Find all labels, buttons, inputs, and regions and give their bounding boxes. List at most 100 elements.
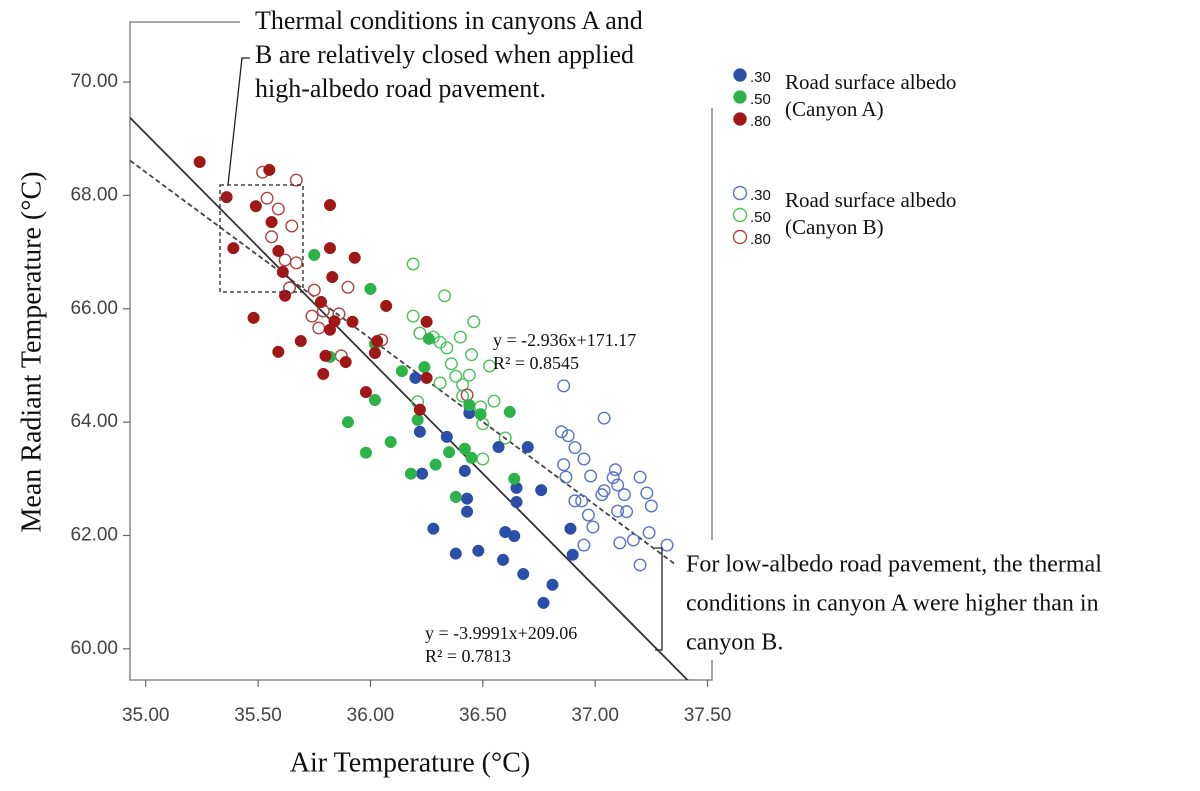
annotation-text: conditions in canyon A were higher than … <box>686 591 1099 617</box>
data-point <box>463 399 476 412</box>
legend-marker <box>733 68 747 82</box>
data-point <box>597 411 611 425</box>
data-point <box>453 330 467 344</box>
y-axis-title: Mean Radiant Temperature (°C) <box>16 172 47 533</box>
annotation-text: canyon B. <box>686 630 783 656</box>
data-point <box>416 467 429 480</box>
x-tick-label: 37.50 <box>684 705 732 726</box>
legend-label: .30 <box>750 69 771 86</box>
data-point <box>312 321 326 335</box>
data-point <box>289 256 303 270</box>
data-point <box>577 452 591 466</box>
data-point <box>220 191 233 204</box>
fit-equation: y = -3.9991x+209.06 <box>425 623 577 643</box>
legend-marker <box>732 185 748 201</box>
y-tick-label: 64.00 <box>70 411 118 432</box>
data-point <box>554 425 568 439</box>
legend-label: .80 <box>750 231 771 248</box>
data-point <box>606 471 620 485</box>
data-point <box>633 558 647 572</box>
data-point <box>263 163 276 176</box>
data-point <box>289 173 303 187</box>
bracket <box>655 547 663 651</box>
data-point <box>559 470 573 484</box>
annotation-text: Thermal conditions in canyons A and <box>255 6 643 35</box>
legend-label: .30 <box>750 187 771 204</box>
data-point <box>487 394 501 408</box>
data-point <box>537 596 550 609</box>
data-point <box>364 282 377 295</box>
data-point <box>443 446 456 459</box>
data-point <box>404 467 417 480</box>
data-point <box>503 405 516 418</box>
data-point <box>474 408 487 421</box>
data-point <box>510 495 523 509</box>
x-tick-label: 36.50 <box>459 705 507 726</box>
data-point <box>660 538 674 552</box>
data-point <box>557 458 571 472</box>
data-point <box>449 490 462 503</box>
data-point <box>476 452 490 466</box>
data-point <box>568 494 582 508</box>
data-point <box>508 529 521 543</box>
data-point <box>467 315 481 329</box>
data-point <box>458 442 471 455</box>
data-point <box>608 463 622 477</box>
legend-title: Road surface albedo <box>785 188 956 212</box>
annotation-bg <box>676 540 1200 660</box>
annotation-text: high-albedo road pavement. <box>255 74 546 103</box>
y-tick-label: 66.00 <box>70 298 118 319</box>
data-point <box>413 403 426 416</box>
data-point <box>561 429 575 443</box>
y-tick-label: 68.00 <box>70 184 118 205</box>
data-point <box>566 548 579 561</box>
data-point <box>314 295 328 309</box>
data-point <box>346 315 359 328</box>
data-point <box>517 567 530 581</box>
data-point <box>279 289 292 302</box>
legend-marker <box>732 207 748 223</box>
data-point <box>620 505 634 519</box>
plot-frame <box>129 21 713 681</box>
y-tick-label: 62.00 <box>70 524 118 545</box>
data-point <box>323 199 337 212</box>
data-point <box>577 538 591 552</box>
data-point <box>444 357 458 371</box>
x-tick-label: 35.50 <box>234 705 282 726</box>
data-point <box>339 356 352 369</box>
data-point <box>272 244 285 258</box>
data-point <box>368 393 381 407</box>
data-point <box>341 416 355 429</box>
data-point <box>438 289 452 303</box>
points <box>193 155 674 609</box>
y-tick-label: 60.00 <box>70 638 118 659</box>
data-point <box>328 315 341 328</box>
data-point <box>307 283 321 297</box>
data-point <box>613 536 627 550</box>
data-point <box>406 257 420 271</box>
data-point <box>368 346 381 360</box>
x-axis-title: Air Temperature (°C) <box>290 747 530 778</box>
data-point <box>418 361 431 374</box>
data-point <box>498 431 512 445</box>
highlight-box <box>219 184 304 293</box>
data-point <box>308 248 321 261</box>
data-point <box>427 522 440 535</box>
data-point <box>319 349 332 362</box>
legend-subtitle: (Canyon A) <box>785 97 884 121</box>
data-point <box>422 332 435 345</box>
data-point <box>611 504 625 518</box>
data-point <box>249 200 262 213</box>
data-point <box>633 470 647 484</box>
data-point <box>472 544 485 557</box>
data-point <box>642 526 656 540</box>
legend-label: .50 <box>750 209 771 226</box>
data-point <box>323 242 337 255</box>
data-point <box>564 522 577 535</box>
data-point <box>465 451 478 464</box>
data-point <box>461 492 474 505</box>
data-point <box>496 553 510 566</box>
data-point <box>586 520 600 534</box>
data-point <box>420 371 433 384</box>
